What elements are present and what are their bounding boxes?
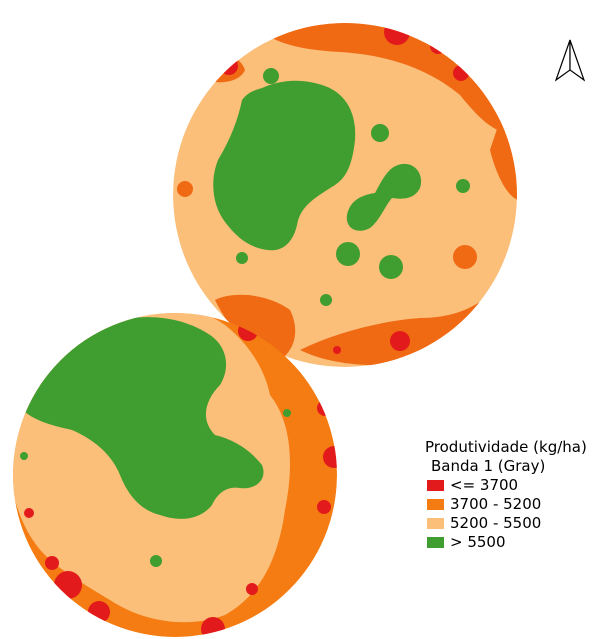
legend-title: Produtividade (kg/ha)	[425, 438, 587, 456]
legend-swatch	[427, 480, 444, 491]
legend-swatch	[427, 499, 444, 510]
legend-item-low: 3700 - 5200	[425, 495, 587, 514]
legend-label: 3700 - 5200	[450, 495, 542, 513]
legend-label: <= 3700	[450, 476, 519, 494]
legend: Produtividade (kg/ha) Banda 1 (Gray) <= …	[425, 438, 587, 552]
legend-item-mid: 5200 - 5500	[425, 514, 587, 533]
upper-right-pivot-field	[173, 23, 517, 367]
legend-label: 5200 - 5500	[450, 514, 542, 532]
legend-swatch	[427, 537, 444, 548]
legend-item-high: > 5500	[425, 533, 587, 552]
legend-label: > 5500	[450, 533, 506, 551]
legend-item-lowest: <= 3700	[425, 476, 587, 495]
lower-left-pivot-field	[13, 313, 337, 637]
legend-subtitle: Banda 1 (Gray)	[431, 457, 546, 475]
north-arrow-icon	[554, 39, 586, 82]
legend-swatch	[427, 518, 444, 529]
